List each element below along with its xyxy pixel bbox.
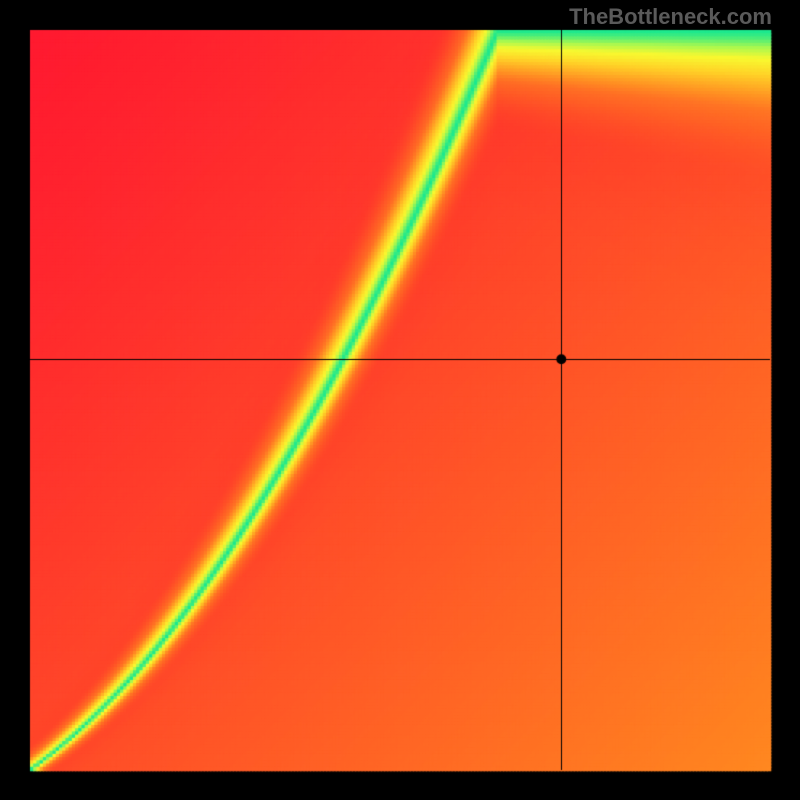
chart-container: TheBottleneck.com [0, 0, 800, 800]
bottleneck-heatmap [0, 0, 800, 800]
watermark-label: TheBottleneck.com [569, 4, 772, 30]
